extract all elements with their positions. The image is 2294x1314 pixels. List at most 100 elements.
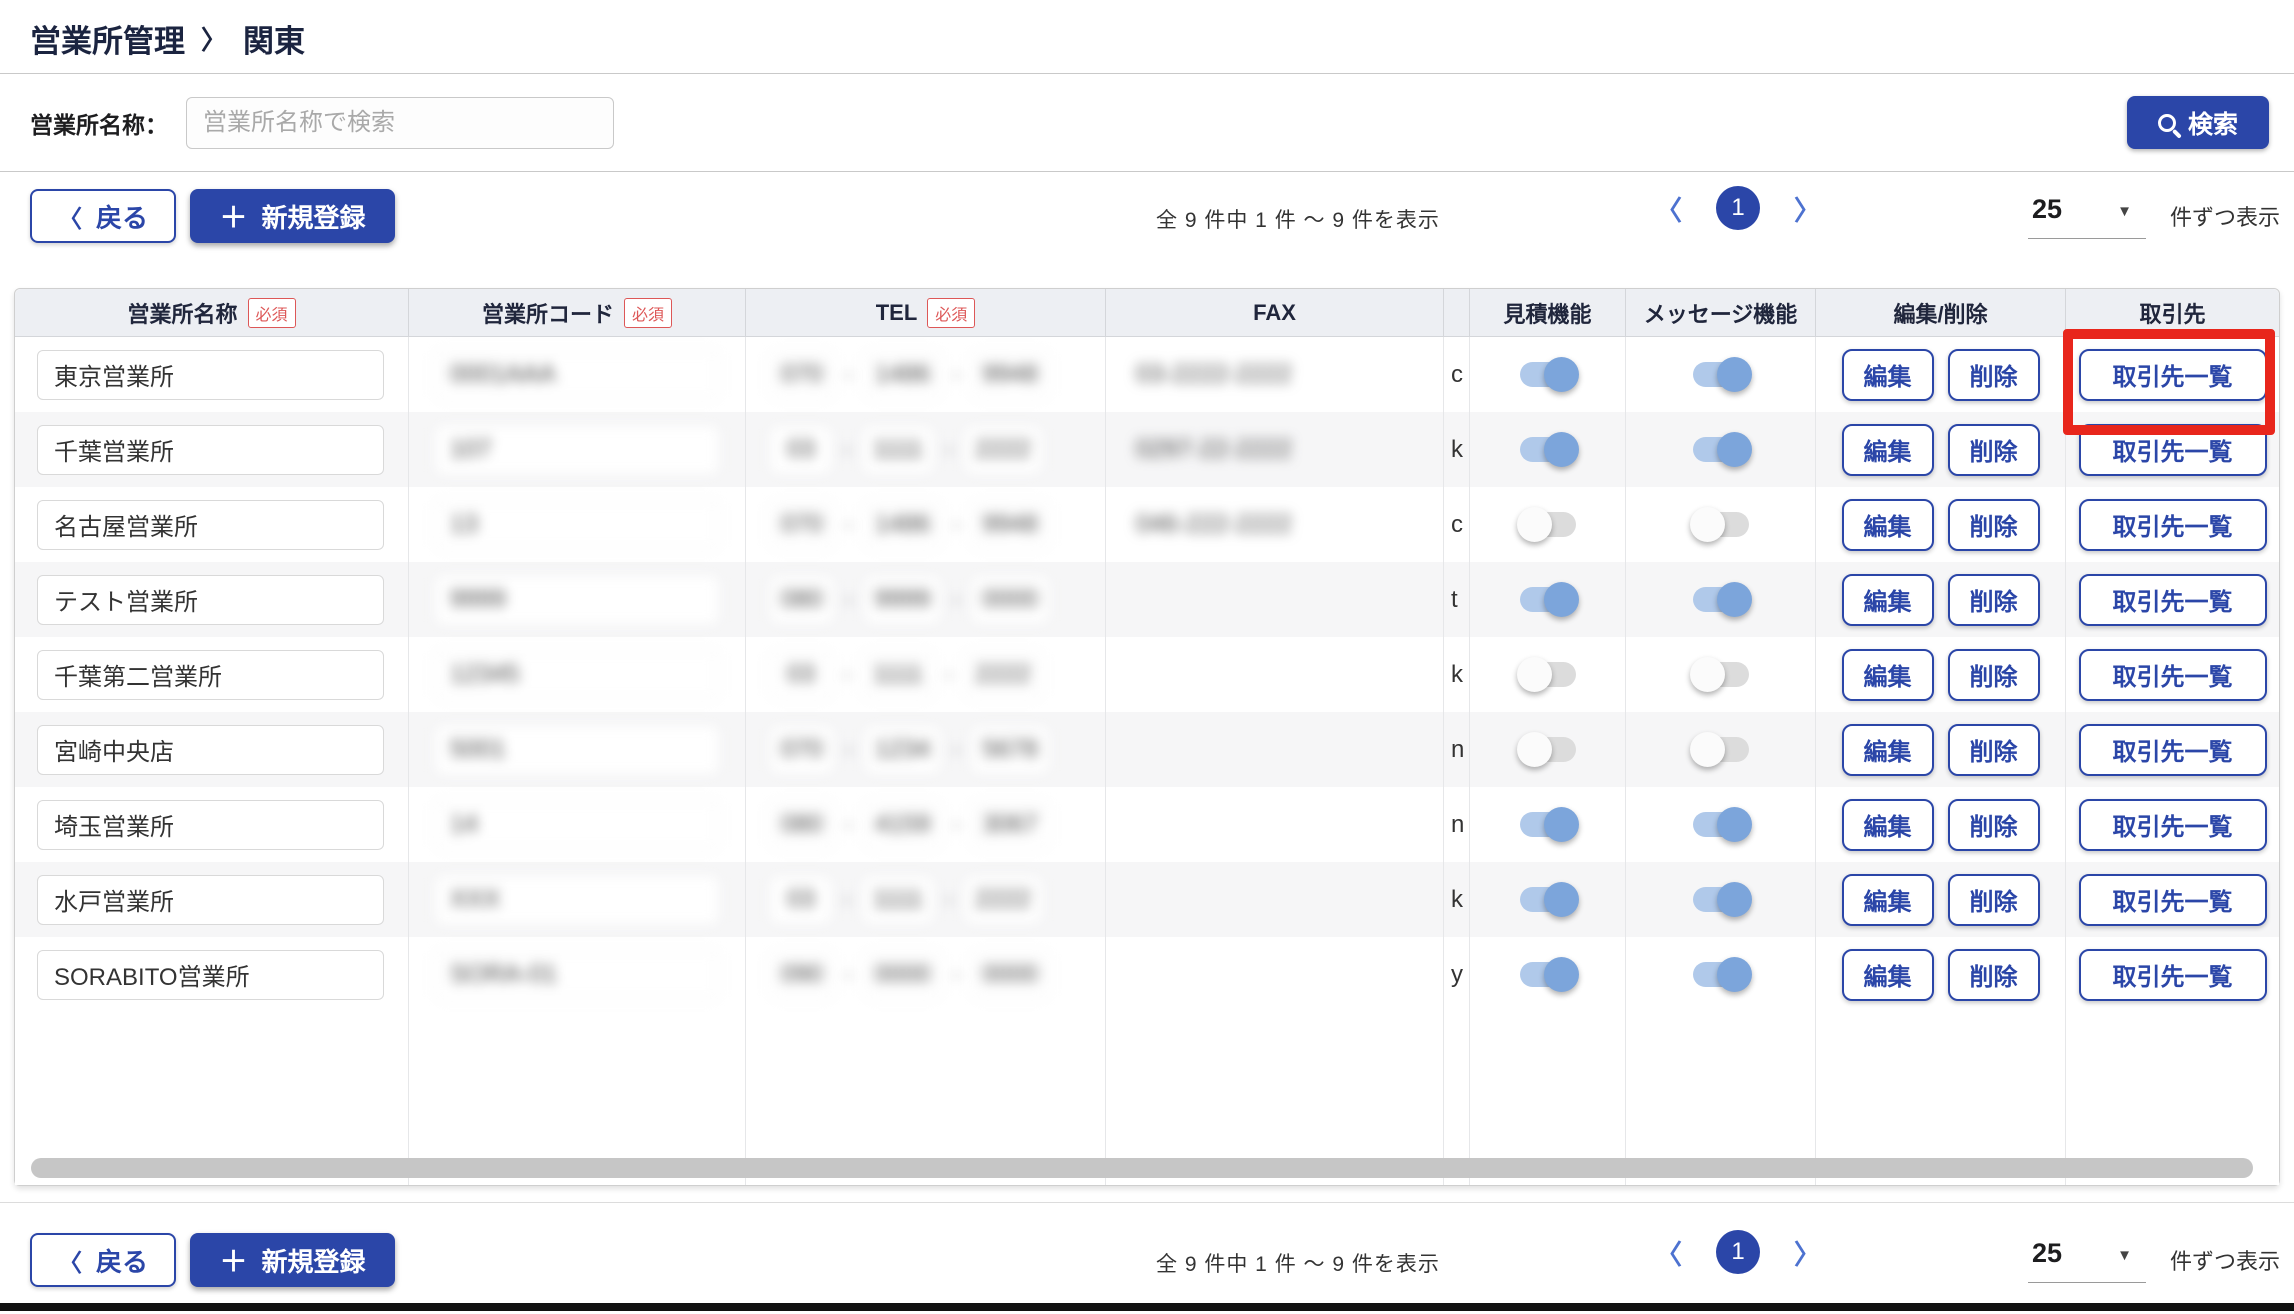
table-row: 埼玉営業所 14 080 - 4159 - 3067 n 編集: [15, 787, 2279, 862]
partner-list-button[interactable]: 取引先一覧: [2078, 723, 2267, 776]
edit-button[interactable]: 編集: [1841, 798, 1934, 851]
message-function-toggle[interactable]: [1692, 882, 1752, 917]
office-name-cell: 名古屋営業所: [15, 487, 409, 562]
message-function-toggle[interactable]: [1689, 732, 1749, 767]
message-function-toggle[interactable]: [1692, 957, 1752, 992]
tel-part-2: 1486: [863, 350, 942, 399]
quote-function-toggle[interactable]: [1519, 432, 1579, 467]
quote-function-toggle[interactable]: [1519, 807, 1579, 842]
partner-list-button[interactable]: 取引先一覧: [2078, 423, 2267, 476]
edit-button[interactable]: 編集: [1841, 348, 1934, 401]
edit-button[interactable]: 編集: [1841, 723, 1934, 776]
page-number[interactable]: 1: [1716, 1230, 1760, 1274]
message-function-toggle[interactable]: [1692, 432, 1752, 467]
message-function-toggle[interactable]: [1689, 657, 1749, 692]
clipped-text: c: [1451, 360, 1463, 388]
edit-button[interactable]: 編集: [1841, 498, 1934, 551]
quote-function-cell: [1470, 712, 1626, 787]
office-name-box: 千葉第二営業所: [37, 649, 384, 700]
tel-part-2: 1111: [862, 875, 935, 924]
message-function-cell: [1626, 412, 1816, 487]
tel-part-1: 03: [770, 650, 832, 699]
toggle-knob: [1516, 507, 1552, 542]
table-row: 東京営業所 0001AAA 070 - 1486 - 9948 03-2222-…: [15, 337, 2279, 412]
edit-button[interactable]: 編集: [1841, 873, 1934, 926]
search-input[interactable]: [186, 96, 614, 149]
delete-button[interactable]: 削除: [1947, 723, 2040, 776]
delete-button[interactable]: 削除: [1947, 873, 2040, 926]
result-summary: 全 9 件中 1 件 〜 9 件を表示: [1156, 209, 1440, 232]
toggle-knob: [1543, 807, 1579, 842]
partner-list-button[interactable]: 取引先一覧: [2078, 498, 2267, 551]
office-code-cell: 0001AAA: [409, 337, 746, 412]
edit-button[interactable]: 編集: [1841, 948, 1934, 1001]
quote-function-toggle[interactable]: [1519, 357, 1579, 392]
office-code-value: 13: [435, 499, 719, 550]
quote-function-toggle[interactable]: [1516, 732, 1576, 767]
toggle-knob: [1716, 357, 1752, 392]
table-row: 水戸営業所 XXX 03 - 1111 - 2222 k 編集: [15, 862, 2279, 937]
search-divider: [0, 171, 2294, 172]
fax-cell: [1106, 712, 1444, 787]
prev-page-icon[interactable]: 〈: [1655, 195, 1682, 226]
tel-part-3: 9948: [971, 500, 1049, 549]
table-row: 宮崎中央店 5001 070 - 1234 - 5678 n 編集: [15, 712, 2279, 787]
delete-button[interactable]: 削除: [1947, 948, 2040, 1001]
delete-button[interactable]: 削除: [1947, 648, 2040, 701]
col-header-message-function: メッセージ機能: [1626, 289, 1816, 336]
partner-cell: 取引先一覧: [2066, 412, 2279, 487]
delete-button[interactable]: 削除: [1947, 498, 2040, 551]
page-title: 営業所管理 〉 関東: [30, 16, 2294, 61]
top-toolbar: 〈 戻る ＋ 新規登録 全 9 件中 1 件 〜 9 件を表示 〈 1 〉 25…: [0, 172, 2294, 288]
toggle-knob: [1716, 432, 1752, 467]
clipped-text: n: [1451, 735, 1465, 763]
caret-down-icon: ▼: [2117, 1247, 2132, 1264]
quote-function-toggle[interactable]: [1519, 957, 1579, 992]
partner-list-button[interactable]: 取引先一覧: [2078, 348, 2267, 401]
new-registration-button-bottom[interactable]: ＋ 新規登録: [190, 1233, 395, 1287]
quote-function-toggle[interactable]: [1519, 882, 1579, 917]
scrollbar-thumb[interactable]: [31, 1158, 2253, 1178]
message-function-toggle[interactable]: [1692, 582, 1752, 617]
toggle-knob: [1689, 732, 1725, 767]
delete-button[interactable]: 削除: [1947, 573, 2040, 626]
clipped-text: n: [1451, 810, 1465, 838]
tel-part-2: 0000: [863, 950, 942, 999]
edit-button[interactable]: 編集: [1841, 423, 1934, 476]
message-function-toggle[interactable]: [1692, 357, 1752, 392]
tel-part-1: 070: [770, 500, 834, 549]
next-page-icon[interactable]: 〉: [1794, 195, 1821, 226]
page-number[interactable]: 1: [1716, 186, 1760, 230]
per-page-select-bottom[interactable]: 25 ▼: [2027, 1238, 2146, 1283]
clipped-cell: n: [1444, 787, 1470, 862]
partner-cell: 取引先一覧: [2066, 862, 2279, 937]
delete-button[interactable]: 削除: [1947, 798, 2040, 851]
message-function-cell: [1626, 862, 1816, 937]
message-function-toggle[interactable]: [1689, 507, 1749, 542]
back-button-bottom[interactable]: 〈 戻る: [30, 1233, 176, 1287]
partner-list-button[interactable]: 取引先一覧: [2078, 573, 2267, 626]
quote-function-toggle[interactable]: [1516, 507, 1576, 542]
edit-button[interactable]: 編集: [1841, 573, 1934, 626]
quote-function-toggle[interactable]: [1519, 582, 1579, 617]
message-function-toggle[interactable]: [1692, 807, 1752, 842]
delete-button[interactable]: 削除: [1947, 348, 2040, 401]
partner-list-button[interactable]: 取引先一覧: [2078, 948, 2267, 1001]
back-button[interactable]: 〈 戻る: [30, 189, 176, 243]
edit-button[interactable]: 編集: [1841, 648, 1934, 701]
prev-page-icon[interactable]: 〈: [1655, 1239, 1682, 1270]
quote-function-toggle[interactable]: [1516, 657, 1576, 692]
delete-button[interactable]: 削除: [1947, 423, 2040, 476]
search-button[interactable]: 検索: [2127, 96, 2269, 149]
tel-part-3: 0000: [971, 575, 1049, 624]
new-registration-button[interactable]: ＋ 新規登録: [190, 189, 395, 243]
office-code-cell: 14: [409, 787, 746, 862]
partner-list-button[interactable]: 取引先一覧: [2078, 798, 2267, 851]
office-name-box: 東京営業所: [37, 349, 384, 400]
tel-part-3: 0000: [971, 950, 1049, 999]
partner-list-button[interactable]: 取引先一覧: [2078, 648, 2267, 701]
chevron-left-icon: 〈: [57, 1249, 82, 1277]
partner-list-button[interactable]: 取引先一覧: [2078, 873, 2267, 926]
per-page-select[interactable]: 25 ▼: [2027, 194, 2146, 239]
next-page-icon[interactable]: 〉: [1794, 1239, 1821, 1270]
